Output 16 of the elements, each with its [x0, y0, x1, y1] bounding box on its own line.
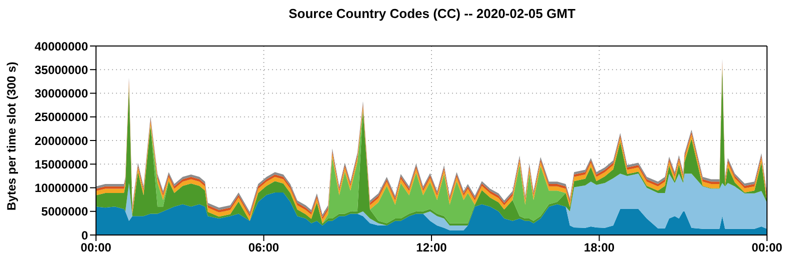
y-tick-label: 30000000 — [34, 86, 88, 101]
x-tick-label: 12:00 — [416, 240, 448, 255]
y-tick-label: 5000000 — [41, 204, 88, 219]
y-tick-label: 35000000 — [34, 62, 88, 77]
y-tick-label: 0 — [81, 228, 88, 242]
y-tick-label: 25000000 — [34, 110, 88, 124]
y-tick-label: 15000000 — [34, 157, 88, 172]
x-tick-label: 06:00 — [248, 240, 280, 255]
y-tick-label: 40000000 — [34, 39, 88, 54]
x-tick-label: 18:00 — [584, 240, 615, 255]
x-tick-label: 00:00 — [80, 240, 112, 255]
chart-title: Source Country Codes (CC) -- 2020-02-05 GMT — [288, 6, 576, 21]
x-tick-label: 00:00 — [752, 240, 783, 255]
y-tick-label: 20000000 — [34, 134, 88, 148]
y-axis-title: Bytes per time slot (300 s) — [4, 62, 18, 210]
y-tick-label: 10000000 — [34, 181, 88, 196]
